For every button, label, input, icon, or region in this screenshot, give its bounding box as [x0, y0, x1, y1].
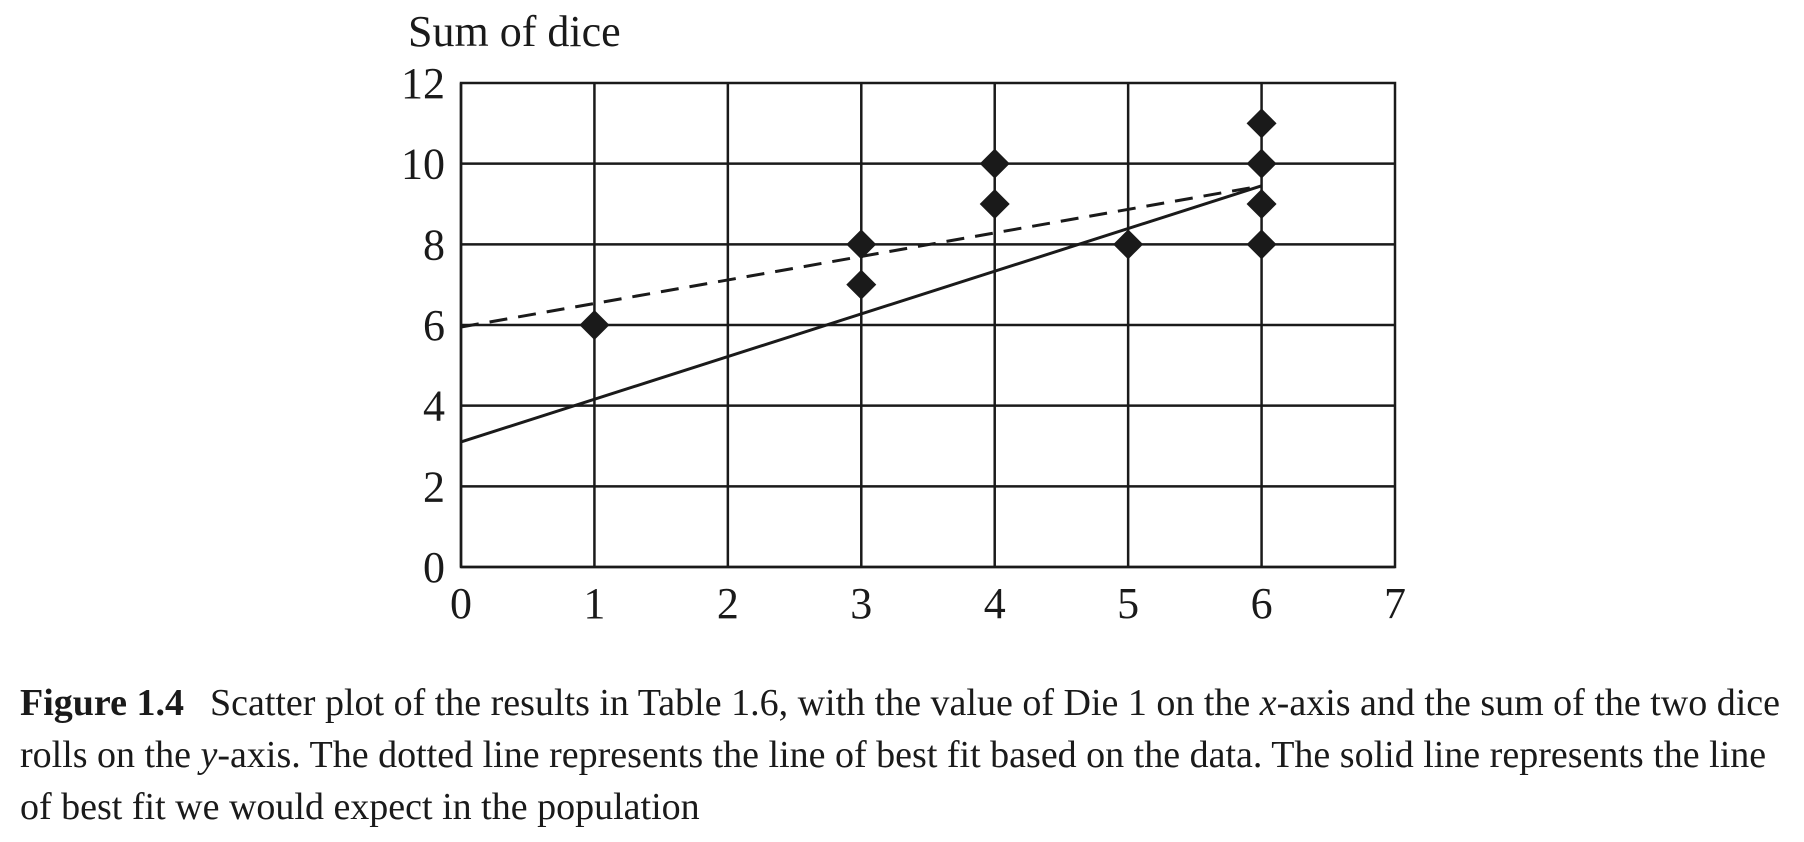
y-tick-label: 2 — [423, 462, 445, 511]
caption-text-1: Scatter plot of the results in Table 1.6… — [209, 682, 1260, 724]
data-point-marker — [846, 229, 877, 260]
y-tick-label: 8 — [423, 220, 445, 269]
figure-caption: Figure 1.4 Scatter plot of the results in… — [20, 677, 1790, 833]
y-tick-label: 4 — [423, 382, 445, 431]
solid-fit-line — [460, 184, 1263, 444]
data-point-marker — [979, 189, 1010, 219]
data-point-marker — [1246, 229, 1277, 260]
x-tick-label: 1 — [583, 579, 605, 628]
data-point-marker — [1246, 108, 1277, 139]
data-point-marker — [846, 269, 877, 300]
caption-y-var: y — [200, 734, 218, 776]
caption-text-3: -axis. The dotted line represents the li… — [20, 734, 1767, 828]
data-point-marker — [1246, 148, 1277, 179]
x-tick-label: 4 — [984, 579, 1006, 628]
x-tick-label: 2 — [717, 579, 739, 628]
x-tick-label: 0 — [450, 579, 472, 628]
y-tick-label: 0 — [423, 543, 445, 592]
caption-x-var: x — [1259, 682, 1277, 724]
data-points — [579, 108, 1277, 340]
x-tick-label: 6 — [1251, 579, 1273, 628]
caption-text-2: -axis and the sum of the two dice rolls … — [20, 682, 1781, 776]
data-point-marker — [1246, 189, 1277, 219]
x-tick-label: 7 — [1384, 579, 1406, 628]
data-point-marker — [1113, 229, 1144, 260]
x-tick-label: 3 — [850, 579, 872, 628]
y-tick-label: 6 — [423, 301, 445, 350]
x-tick-label: 5 — [1117, 579, 1139, 628]
y-tick-label: 12 — [401, 59, 445, 108]
data-point-marker — [979, 148, 1010, 179]
data-point-marker — [579, 310, 610, 340]
y-axis-label: Sum of dice — [408, 7, 621, 56]
y-tick-label: 10 — [401, 140, 445, 189]
caption-label: Figure 1.4 — [20, 682, 184, 724]
